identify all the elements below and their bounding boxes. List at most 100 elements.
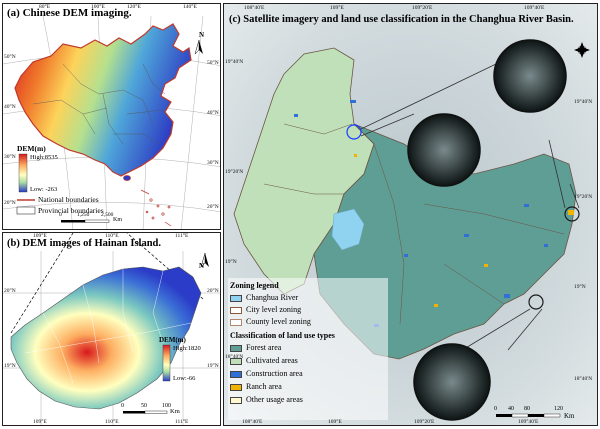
legend-label-changhua-river: Changhua River bbox=[246, 293, 299, 302]
panel-hainan-dem: (b) DEM images of Hainan Island. N 109°E… bbox=[2, 232, 221, 426]
scale-a-0: 0 bbox=[59, 212, 62, 218]
provincial-boundary-label: Provincial boundaries bbox=[38, 206, 104, 215]
scale-a-unit: Km bbox=[113, 217, 122, 223]
bottom-tick-b-2: 111°E bbox=[175, 419, 189, 425]
scale-b-1: 50 bbox=[141, 403, 147, 409]
hainan-dem-map bbox=[3, 233, 220, 425]
scale-a-1: 1,250 bbox=[77, 212, 90, 218]
provincial-boundary-swatch bbox=[16, 206, 36, 215]
right-tick-b-1: 19°N bbox=[207, 363, 219, 369]
legend-label-other: Other usage areas bbox=[246, 395, 303, 404]
right-tick-a-1: 40°N bbox=[207, 110, 219, 116]
scale-c-1: 40 bbox=[508, 406, 514, 412]
north-arrow-a bbox=[194, 39, 203, 55]
legend-swatch-ranch bbox=[230, 384, 242, 391]
scale-a-2: 2,500 bbox=[101, 212, 114, 218]
scale-b-2: 100 bbox=[162, 403, 171, 409]
left-tick-c-3: 18°40'N bbox=[225, 354, 244, 360]
landuse-legend-title: Classification of land use types bbox=[230, 331, 335, 340]
panel-changhua-basin: (c) Satellite imagery and land use class… bbox=[223, 3, 598, 426]
right-tick-c-2: 19°N bbox=[574, 284, 586, 290]
dem-low-a: Low: -263 bbox=[30, 186, 58, 193]
legend-swatch-county-zoning bbox=[230, 319, 242, 326]
legend-label-construction: Construction area bbox=[246, 369, 303, 378]
bottom-tick-b-0: 109°E bbox=[33, 419, 47, 425]
legend-label-county-zoning: County level zoning bbox=[246, 317, 311, 326]
right-tick-a-3: 20°N bbox=[207, 204, 219, 210]
reservoir bbox=[331, 208, 365, 251]
bottom-tick-c-2: 109°20'E bbox=[414, 419, 435, 425]
south-sea-islands bbox=[140, 189, 172, 227]
legend-swatch-changhua-river bbox=[230, 295, 242, 302]
satellite-inset-1 bbox=[493, 39, 567, 113]
callout-site-3 bbox=[528, 294, 544, 310]
top-tick-a-3: 140°E bbox=[183, 4, 197, 10]
hainan-county-lines bbox=[24, 269, 192, 384]
left-tick-a-1: 40°N bbox=[4, 104, 16, 110]
satellite-inset-3 bbox=[413, 343, 491, 421]
panel-c-title: (c) Satellite imagery and land use class… bbox=[229, 14, 574, 25]
china-dem-map bbox=[3, 15, 220, 229]
top-tick-a-1: 100°E bbox=[91, 4, 105, 10]
scale-c-unit: Km bbox=[564, 412, 575, 420]
north-arrow-b bbox=[200, 252, 209, 268]
dem-legend-title-b: DEM(m) bbox=[159, 336, 186, 344]
ranch-patches bbox=[354, 154, 574, 307]
legend-label-ranch: Ranch area bbox=[246, 382, 282, 391]
county-boundaries bbox=[263, 123, 565, 325]
provincial-lines bbox=[32, 63, 166, 145]
top-tick-c-1: 109°E bbox=[330, 5, 344, 11]
compass-rose-icon bbox=[574, 42, 590, 58]
dem-legend-title-a: DEM(m) bbox=[17, 144, 46, 153]
national-boundary-label: National boundaries bbox=[38, 195, 99, 204]
dem-low-b: Low:-66 bbox=[173, 375, 196, 382]
bottom-tick-c-0: 108°40'E bbox=[242, 419, 263, 425]
right-tick-b-0: 20°N bbox=[207, 288, 219, 294]
scale-c-3: 120 bbox=[554, 406, 563, 412]
legend-label-city-zoning: City level zoning bbox=[246, 305, 302, 314]
callout-site-2 bbox=[564, 206, 580, 222]
legend-label-cultivated: Cultivated areas bbox=[246, 356, 298, 365]
left-tick-c-2: 19°N bbox=[225, 259, 237, 265]
dem-colorbar-b bbox=[162, 344, 171, 382]
legend-swatch-cultivated bbox=[230, 358, 242, 365]
scale-bar-b bbox=[123, 410, 168, 414]
panel-a-title: (a) Chinese DEM imaging. bbox=[7, 7, 132, 19]
zoning-legend-title: Zoning legend bbox=[230, 281, 279, 290]
scale-bar-c bbox=[496, 413, 561, 418]
left-tick-a-2: 30°N bbox=[4, 154, 16, 160]
top-tick-b-1: 110°E bbox=[105, 233, 119, 239]
legend-swatch-forest bbox=[230, 345, 242, 352]
north-label-b: N bbox=[199, 262, 205, 270]
legend-label-forest: Forest area bbox=[246, 343, 282, 352]
north-label-a: N bbox=[199, 31, 205, 39]
callout-site-1 bbox=[346, 124, 362, 140]
right-tick-c-3: 18°40'N bbox=[574, 376, 593, 382]
right-tick-c-0: 19°40'N bbox=[574, 99, 593, 105]
changhua-landuse-map bbox=[224, 4, 597, 425]
bottom-tick-c-1: 109°E bbox=[328, 419, 342, 425]
right-tick-a-2: 30°N bbox=[207, 160, 219, 166]
hainan-outline bbox=[10, 266, 202, 410]
top-tick-b-0: 109°E bbox=[33, 233, 47, 239]
scale-c-2: 80 bbox=[524, 406, 530, 412]
left-tick-a-3: 20°N bbox=[4, 200, 16, 206]
legend-swatch-construction bbox=[230, 371, 242, 378]
legend-box bbox=[228, 278, 388, 420]
satellite-inset-2 bbox=[407, 113, 481, 187]
panel-b-title: (b) DEM images of Hainan Island. bbox=[7, 238, 162, 249]
scale-b-unit: Km bbox=[170, 408, 180, 415]
dem-high-a: High:8535 bbox=[30, 154, 58, 161]
panel-china-dem: (a) Chinese DEM imaging. N 80°E 100°E 12… bbox=[2, 3, 221, 230]
scale-c-0: 0 bbox=[494, 406, 497, 412]
right-tick-a-0: 50°N bbox=[207, 60, 219, 66]
left-tick-c-0: 19°40'N bbox=[225, 59, 244, 65]
bottom-tick-b-1: 110°E bbox=[105, 419, 119, 425]
left-tick-a-0: 50°N bbox=[4, 54, 16, 60]
dem-high-b: High:1820 bbox=[173, 345, 201, 352]
left-tick-c-1: 19°20'N bbox=[225, 169, 244, 175]
top-tick-c-0: 108°40'E bbox=[244, 5, 265, 11]
dem-colorbar bbox=[18, 153, 28, 193]
legend-swatch-city-zoning bbox=[230, 307, 242, 314]
bottom-tick-c-3: 109°40'E bbox=[518, 419, 539, 425]
